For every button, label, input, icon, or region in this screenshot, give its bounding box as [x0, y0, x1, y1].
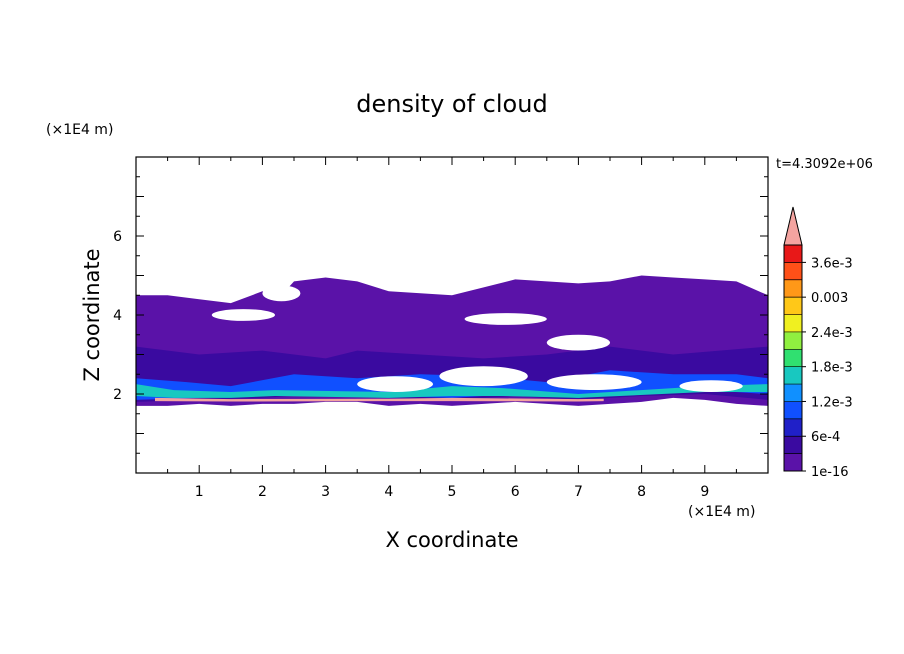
clear-patch-7: [679, 380, 743, 392]
y-tick-label: 4: [113, 308, 122, 324]
colorbar-label: 1.8e-3: [811, 361, 853, 376]
colorbar-swatch: [784, 245, 802, 263]
clear-patch-6: [546, 374, 642, 390]
x-axis-label: X coordinate: [385, 528, 518, 552]
colorbar-swatch: [784, 331, 802, 350]
axes: 1 2 3 4 5 6 7 8 9 2 4 6: [113, 157, 768, 500]
x-tick-label: 1: [195, 484, 204, 500]
colorbar-swatch: [784, 279, 802, 298]
clear-patch-0: [211, 309, 275, 321]
y-tick-label: 2: [113, 387, 122, 403]
x-tick-label: 5: [448, 484, 457, 500]
colorbar-swatch: [784, 349, 802, 368]
chart-title: density of cloud: [356, 90, 547, 118]
x-tick-label: 2: [258, 484, 267, 500]
clear-patch-4: [357, 376, 433, 392]
x-tick-label: 3: [321, 484, 330, 500]
colorbar-swatch: [784, 314, 802, 333]
y-axis-label: Z coordinate: [80, 248, 104, 381]
density-field: [136, 275, 768, 406]
colorbar-extend-arrow: [783, 206, 803, 246]
colorbar-label: 1.2e-3: [811, 395, 853, 410]
colorbar-frame: [783, 244, 803, 472]
clear-patch-2: [464, 313, 547, 325]
clear-patch-3: [546, 334, 611, 351]
colorbar-label: 6e-4: [811, 430, 840, 445]
colorbar-label: 0.003: [811, 291, 848, 306]
x-tick-label: 8: [637, 484, 646, 500]
x-tick-label: 6: [511, 484, 520, 500]
colorbar-swatch: [784, 384, 802, 402]
density-layer-4: [155, 397, 604, 402]
time-label: t=4.3092e+06: [776, 157, 873, 172]
clear-patch-1: [262, 285, 301, 302]
density-layer-3: [136, 384, 768, 398]
x-tick-label: 7: [574, 484, 583, 500]
colorbar-swatch: [784, 297, 802, 315]
colorbar-label: 2.4e-3: [811, 326, 853, 341]
colorbar-swatch: [784, 453, 802, 472]
y-tick-label: 6: [113, 229, 122, 245]
y-unit-label: (×1E4 m): [46, 122, 113, 138]
colorbar: 1e-16 6e-4 1.2e-3 1.8e-3 2.4e-3 0.003 3.6e-3: [783, 206, 853, 480]
x-tick-label: 9: [700, 484, 709, 500]
x-tick-label: 4: [384, 484, 393, 500]
x-unit-label: (×1E4 m): [688, 504, 755, 520]
colorbar-swatch: [784, 418, 802, 437]
colorbar-label: 1e-16: [811, 465, 849, 480]
clear-patch-5: [439, 366, 528, 387]
colorbar-swatch: [784, 401, 802, 420]
colorbar-label: 3.6e-3: [811, 256, 853, 271]
colorbar-swatch: [784, 436, 802, 454]
colorbar-swatch: [784, 366, 802, 385]
colorbar-swatch: [784, 262, 802, 281]
